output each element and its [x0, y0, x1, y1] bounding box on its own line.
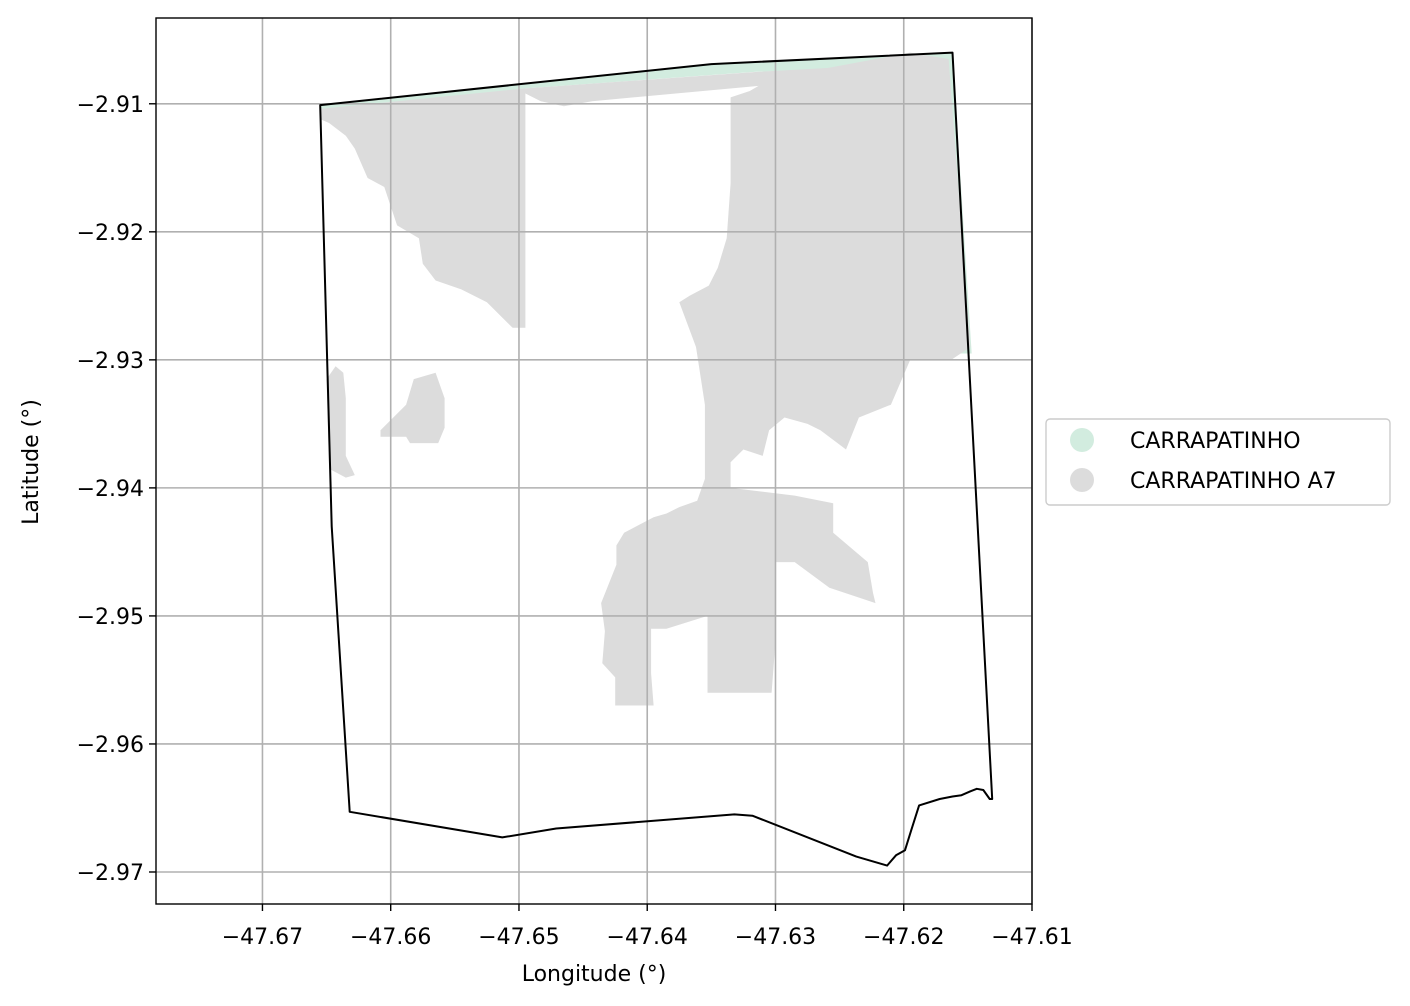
y-tick-label: −2.91: [77, 93, 144, 118]
x-tick-label: −47.66: [350, 925, 431, 950]
boundary-layer: [319, 51, 994, 867]
regions-layer: [320, 52, 972, 706]
x-tick-label: −47.61: [991, 925, 1072, 950]
x-tick-label: −47.62: [863, 925, 944, 950]
region-carrapatinho-a7-2: [326, 366, 355, 478]
y-tick-label: −2.97: [77, 861, 144, 886]
x-tick-label: −47.64: [607, 925, 688, 950]
y-tick-label: −2.95: [77, 605, 144, 630]
legend-label-carrapatinho: CARRAPATINHO: [1130, 429, 1301, 454]
x-axis-ticks: −47.67 −47.66 −47.65 −47.64 −47.63 −47.62 −47.…: [222, 904, 1073, 950]
legend-swatch-carrapatinho: [1070, 428, 1094, 452]
municipal-boundary: [319, 51, 994, 867]
x-tick-label: −47.65: [478, 925, 559, 950]
y-tick-label: −2.94: [77, 477, 144, 502]
x-tick-label: −47.67: [222, 925, 303, 950]
y-axis-label: Latitude (°): [19, 399, 44, 525]
y-tick-label: −2.96: [77, 733, 144, 758]
region-carrapatinho-a7-3: [380, 372, 445, 444]
x-axis-label: Longitude (°): [522, 962, 667, 987]
y-tick-label: −2.93: [77, 349, 144, 374]
grid-layer: [156, 18, 1033, 904]
x-tick-label: −47.63: [735, 925, 816, 950]
region-carrapatinho-a7-4: [601, 52, 971, 706]
region-carrapatinho-a7-1: [320, 67, 830, 328]
legend-frame: [1045, 418, 1391, 506]
legend-label-carrapatinho-a7: CARRAPATINHO A7: [1130, 469, 1337, 494]
plot-frame: [155, 17, 1033, 905]
legend: CARRAPATINHO CARRAPATINHO A7: [1045, 418, 1391, 506]
legend-swatch-carrapatinho-a7: [1070, 468, 1094, 492]
y-tick-label: −2.92: [77, 221, 144, 246]
y-axis-ticks: −2.91 −2.92 −2.93 −2.94 −2.95 −2.96 −2.97: [77, 93, 156, 886]
